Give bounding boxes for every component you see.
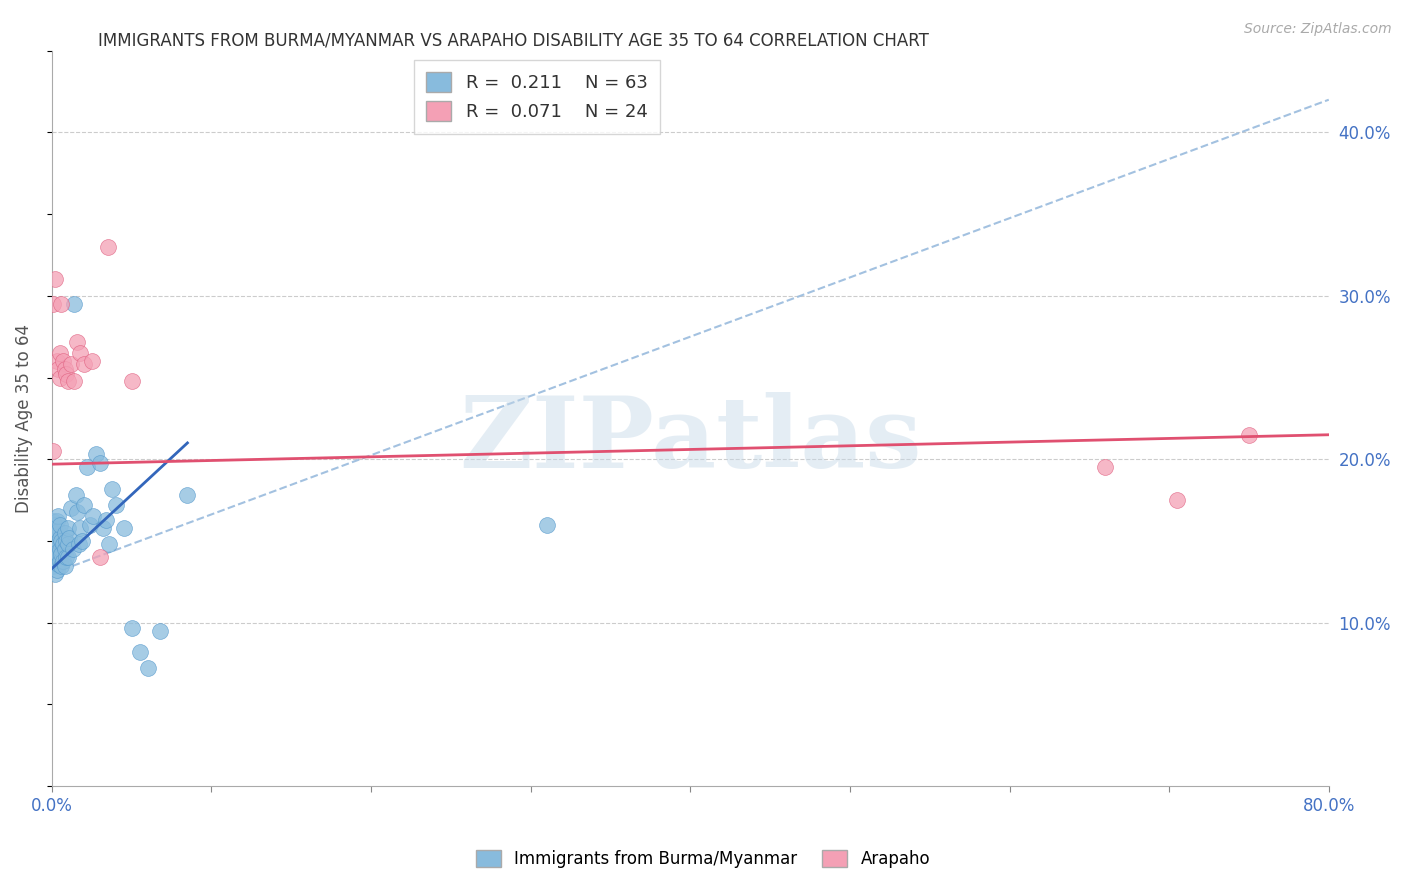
Point bbox=[46, 524, 69, 538]
Point bbox=[42, 525, 65, 540]
Point bbox=[51, 533, 73, 548]
Point bbox=[62, 542, 84, 557]
Point bbox=[44, 525, 66, 540]
Point bbox=[79, 517, 101, 532]
Point bbox=[45, 354, 67, 368]
Point bbox=[128, 645, 150, 659]
Point bbox=[46, 509, 69, 524]
Point bbox=[86, 447, 108, 461]
Point bbox=[45, 515, 67, 529]
Point bbox=[76, 460, 98, 475]
Point bbox=[56, 550, 79, 565]
Legend: Immigrants from Burma/Myanmar, Arapaho: Immigrants from Burma/Myanmar, Arapaho bbox=[470, 843, 936, 875]
Text: IMMIGRANTS FROM BURMA/MYANMAR VS ARAPAHO DISABILITY AGE 35 TO 64 CORRELATION CHA: IMMIGRANTS FROM BURMA/MYANMAR VS ARAPAHO… bbox=[98, 31, 929, 49]
Point bbox=[1237, 427, 1260, 442]
Point bbox=[66, 334, 89, 349]
Point bbox=[42, 537, 65, 551]
Point bbox=[55, 533, 77, 548]
Point bbox=[42, 558, 65, 573]
Point bbox=[46, 362, 69, 376]
Point bbox=[44, 517, 66, 532]
Point bbox=[63, 297, 86, 311]
Point bbox=[98, 537, 121, 551]
Point bbox=[91, 521, 114, 535]
Point bbox=[82, 509, 104, 524]
Point bbox=[53, 362, 76, 376]
Point bbox=[97, 240, 120, 254]
Point bbox=[48, 346, 70, 360]
Point bbox=[46, 533, 69, 548]
Point bbox=[73, 498, 96, 512]
Point bbox=[45, 563, 67, 577]
Point bbox=[52, 354, 75, 368]
Point bbox=[55, 550, 77, 565]
Point bbox=[89, 550, 111, 565]
Point bbox=[58, 531, 80, 545]
Point bbox=[42, 444, 65, 458]
Point bbox=[52, 537, 75, 551]
Point bbox=[56, 374, 79, 388]
Point bbox=[1094, 460, 1116, 475]
Point bbox=[1166, 493, 1188, 508]
Y-axis label: Disability Age 35 to 64: Disability Age 35 to 64 bbox=[15, 324, 32, 513]
Legend: R =  0.211    N = 63, R =  0.071    N = 24: R = 0.211 N = 63, R = 0.071 N = 24 bbox=[413, 60, 661, 134]
Point bbox=[44, 566, 66, 581]
Point bbox=[53, 525, 76, 540]
Point bbox=[48, 553, 70, 567]
Point bbox=[45, 537, 67, 551]
Point bbox=[44, 272, 66, 286]
Point bbox=[94, 513, 117, 527]
Point bbox=[67, 537, 90, 551]
Point bbox=[121, 374, 143, 388]
Point bbox=[51, 558, 73, 573]
Point bbox=[149, 624, 172, 638]
Point bbox=[44, 537, 66, 551]
Point bbox=[80, 354, 103, 368]
Point bbox=[56, 521, 79, 535]
Point bbox=[52, 553, 75, 567]
Point bbox=[42, 297, 65, 311]
Point bbox=[63, 374, 86, 388]
Point bbox=[42, 515, 65, 529]
Point bbox=[53, 542, 76, 557]
Point bbox=[48, 542, 70, 557]
Point bbox=[51, 547, 73, 561]
Point bbox=[53, 558, 76, 573]
Point bbox=[112, 521, 135, 535]
Point bbox=[136, 661, 159, 675]
Point bbox=[48, 370, 70, 384]
Point bbox=[59, 501, 82, 516]
Point bbox=[104, 498, 127, 512]
Point bbox=[536, 517, 558, 532]
Text: ZIPatlas: ZIPatlas bbox=[458, 392, 921, 489]
Point bbox=[46, 547, 69, 561]
Point bbox=[55, 368, 77, 382]
Point bbox=[70, 533, 93, 548]
Point bbox=[51, 297, 73, 311]
Point bbox=[121, 621, 143, 635]
Point bbox=[59, 358, 82, 372]
Point bbox=[69, 346, 91, 360]
Point bbox=[46, 557, 69, 571]
Point bbox=[56, 537, 79, 551]
Point bbox=[69, 521, 91, 535]
Point bbox=[101, 482, 124, 496]
Point bbox=[73, 358, 96, 372]
Point bbox=[48, 531, 70, 545]
Point bbox=[45, 550, 67, 565]
Point bbox=[89, 456, 111, 470]
Point bbox=[45, 527, 67, 541]
Text: Source: ZipAtlas.com: Source: ZipAtlas.com bbox=[1244, 22, 1392, 37]
Point bbox=[66, 505, 89, 519]
Point bbox=[176, 488, 198, 502]
Point bbox=[48, 517, 70, 532]
Point bbox=[65, 488, 87, 502]
Point bbox=[44, 550, 66, 565]
